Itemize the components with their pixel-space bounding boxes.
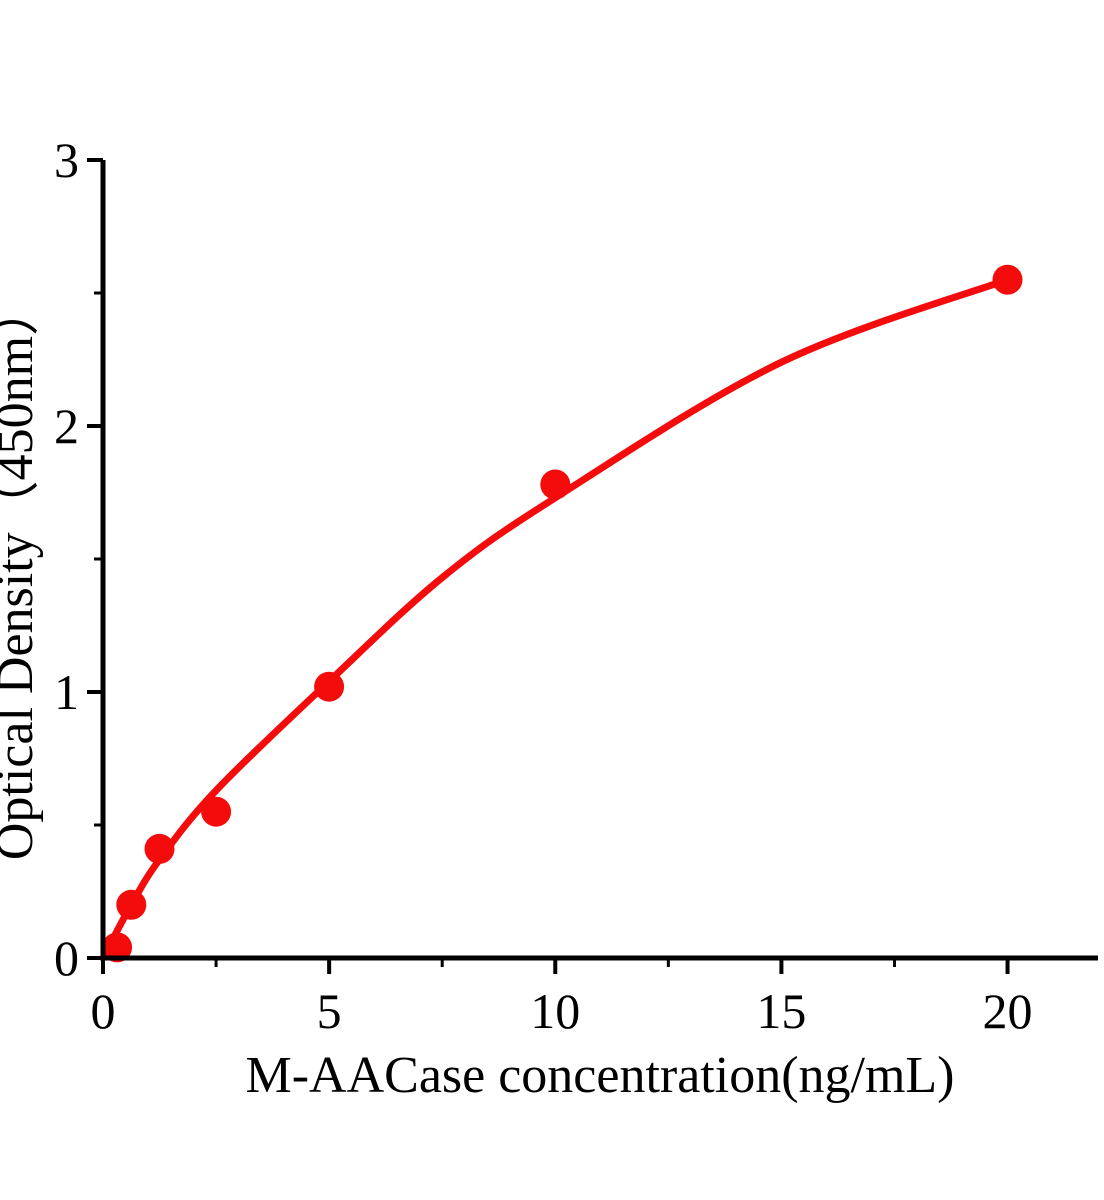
y-tick-label: 3	[54, 132, 79, 188]
y-tick-label: 1	[54, 664, 79, 720]
x-tick-label: 10	[530, 983, 580, 1039]
x-axis-title: M-AACase concentration(ng/mL)	[245, 1047, 954, 1104]
y-tick-label: 2	[54, 398, 79, 454]
data-point	[540, 469, 571, 500]
data-point	[116, 889, 147, 920]
tick-labels-group: 0 5 10 15 20 0 1 2 3	[54, 132, 1033, 1039]
data-point	[144, 833, 175, 864]
data-point	[102, 932, 133, 963]
fit-curve-line	[99, 276, 1011, 962]
data-points-group	[102, 264, 1023, 963]
x-tick-label: 20	[983, 983, 1033, 1039]
data-point	[314, 671, 345, 702]
data-point	[201, 796, 232, 827]
y-axis-title: Optical Density（450nm）	[0, 284, 44, 860]
x-tick-label: 15	[756, 983, 806, 1039]
x-tick-label: 5	[317, 983, 342, 1039]
data-point	[992, 264, 1023, 295]
x-tick-label: 0	[91, 983, 116, 1039]
y-tick-label: 0	[54, 930, 79, 986]
axes-group	[87, 158, 1098, 974]
